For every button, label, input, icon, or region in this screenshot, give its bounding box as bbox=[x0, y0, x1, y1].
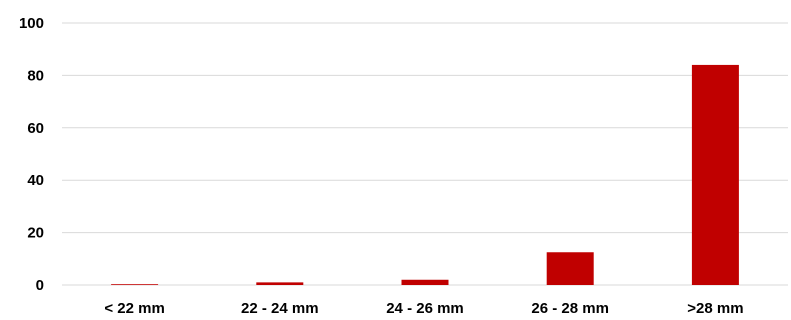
bar-2 bbox=[256, 282, 304, 285]
x-category-label: < 22 mm bbox=[104, 300, 164, 317]
bars bbox=[111, 64, 739, 285]
x-category-label: 22 - 24 mm bbox=[241, 300, 319, 317]
bar-1 bbox=[111, 284, 159, 285]
y-axis-tick-labels: 0 20 40 60 80 100 bbox=[19, 15, 44, 294]
gridlines bbox=[62, 22, 788, 286]
bar-3 bbox=[401, 279, 449, 285]
y-tick-label: 0 bbox=[36, 277, 44, 294]
bar-5 bbox=[691, 64, 739, 285]
y-tick-label: 20 bbox=[27, 225, 44, 242]
y-tick-label: 100 bbox=[19, 15, 44, 32]
x-axis-category-labels: < 22 mm 22 - 24 mm 24 - 26 mm 26 - 28 mm >28… bbox=[104, 300, 743, 317]
y-tick-label: 40 bbox=[27, 172, 44, 189]
bar-4 bbox=[546, 252, 594, 285]
x-category-label: >28 mm bbox=[687, 300, 743, 317]
y-tick-label: 80 bbox=[27, 67, 44, 84]
y-tick-label: 60 bbox=[27, 120, 44, 137]
x-category-label: 24 - 26 mm bbox=[386, 300, 464, 317]
x-category-label: 26 - 28 mm bbox=[531, 300, 609, 317]
